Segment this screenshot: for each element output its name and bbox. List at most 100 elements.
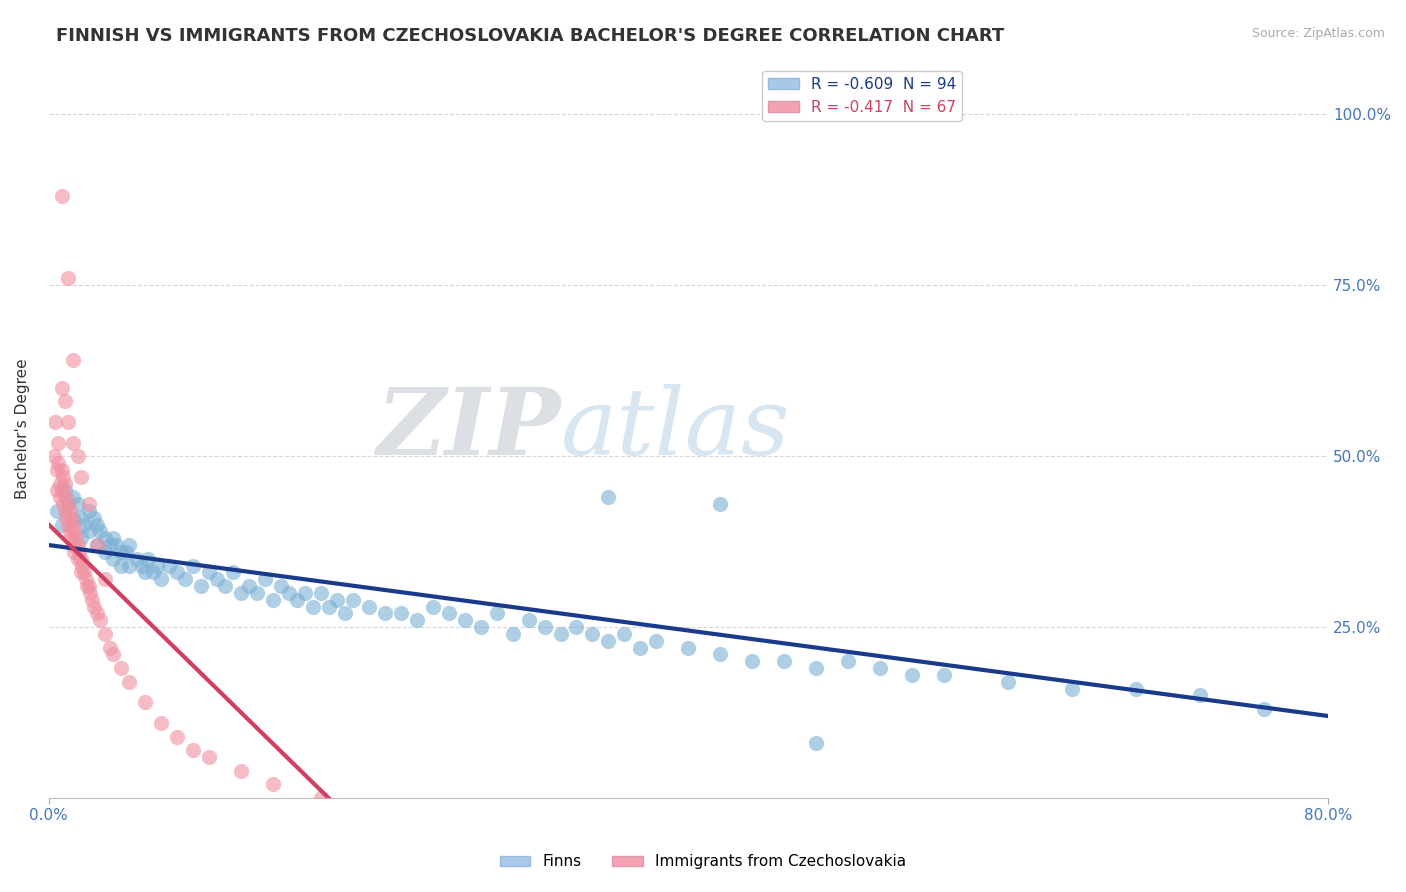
Point (56, 415, 79, 429)
Point (149, 715, 172, 730)
Point (53, 483, 76, 498)
Point (157, 558, 180, 573)
Point (101, 531, 124, 545)
Point (134, 695, 156, 709)
Point (773, 654, 796, 668)
Point (342, 592, 364, 607)
Point (65, 531, 87, 545)
Point (58, 504, 80, 518)
Point (86, 538, 108, 552)
Point (709, 648, 731, 662)
Point (69, 531, 91, 545)
Point (110, 558, 132, 573)
Point (98, 640, 121, 655)
Point (114, 545, 136, 559)
Point (294, 586, 316, 600)
Point (598, 490, 620, 504)
Point (270, 579, 292, 593)
Point (837, 654, 859, 668)
Point (502, 627, 524, 641)
Point (181, 743, 204, 757)
Point (62, 353, 84, 368)
Point (69, 469, 91, 483)
Point (93, 545, 115, 559)
Point (181, 558, 204, 573)
Point (73, 566, 96, 580)
Point (205, 572, 228, 586)
Point (72, 558, 94, 573)
Point (374, 607, 396, 621)
Point (60, 531, 83, 545)
Point (55, 510, 77, 524)
Point (66, 449, 89, 463)
Point (69, 566, 91, 580)
Point (166, 566, 188, 580)
Point (83, 599, 105, 614)
Point (62, 435, 84, 450)
Point (52, 469, 75, 483)
Point (51, 517, 73, 532)
Point (118, 538, 141, 552)
Point (66, 497, 89, 511)
Point (83, 510, 105, 524)
Point (598, 633, 620, 648)
Point (422, 599, 444, 614)
Point (86, 538, 108, 552)
Point (709, 497, 731, 511)
Text: FINNISH VS IMMIGRANTS FROM CZECHOSLOVAKIA BACHELOR'S DEGREE CORRELATION CHART: FINNISH VS IMMIGRANTS FROM CZECHOSLOVAKI… (56, 27, 1004, 45)
Point (806, 736, 828, 750)
Point (277, 586, 299, 600)
Point (86, 517, 108, 532)
Point (77, 524, 100, 539)
Point (45, 504, 67, 518)
Point (136, 551, 159, 566)
Point (453, 613, 475, 627)
Point (101, 648, 124, 662)
Point (134, 566, 156, 580)
Point (325, 592, 347, 607)
Point (517, 613, 540, 627)
Point (77, 497, 100, 511)
Point (69, 551, 91, 566)
Point (53, 394, 76, 409)
Point (93, 531, 115, 545)
Point (56, 517, 79, 532)
Point (77, 579, 100, 593)
Point (142, 566, 165, 580)
Point (110, 661, 132, 675)
Point (46, 435, 69, 450)
Point (146, 558, 169, 573)
Point (51, 483, 73, 498)
Point (51, 381, 73, 395)
Point (45, 483, 67, 498)
Point (389, 607, 412, 621)
Point (44, 415, 66, 429)
Point (55, 490, 77, 504)
Point (246, 586, 269, 600)
Point (229, 764, 252, 778)
Point (333, 607, 356, 621)
Point (630, 640, 652, 655)
Point (60, 510, 83, 524)
Point (104, 538, 127, 552)
Point (53, 504, 76, 518)
Point (229, 586, 252, 600)
Point (173, 572, 195, 586)
Point (309, 586, 332, 600)
Point (58, 524, 80, 539)
Y-axis label: Bachelor's Degree: Bachelor's Degree (15, 359, 30, 500)
Point (1062, 681, 1084, 696)
Point (118, 558, 141, 573)
Point (49, 490, 72, 504)
Point (645, 633, 668, 648)
Point (75, 572, 97, 586)
Point (110, 545, 132, 559)
Point (1125, 681, 1147, 696)
Point (565, 620, 588, 634)
Point (190, 579, 212, 593)
Legend: R = -0.609  N = 94, R = -0.417  N = 67: R = -0.609 N = 94, R = -0.417 N = 67 (762, 71, 962, 120)
Point (869, 661, 891, 675)
Text: Source: ZipAtlas.com: Source: ZipAtlas.com (1251, 27, 1385, 40)
Point (63, 545, 86, 559)
Point (98, 538, 121, 552)
